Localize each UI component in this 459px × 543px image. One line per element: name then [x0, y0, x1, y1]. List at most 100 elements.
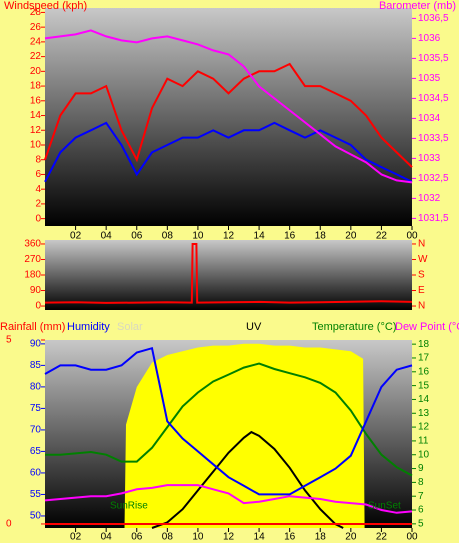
y-tick-label: 14 [30, 110, 42, 121]
y2-tick-label: 1032,5 [418, 173, 449, 184]
y-tick-label: 75 [30, 403, 42, 414]
y2-tick-label: S [418, 270, 425, 281]
axis-title: Dew Point (°C) [395, 321, 459, 333]
axis-title: Solar [117, 321, 143, 333]
y-tick-label: 26 [30, 22, 42, 33]
series-line [44, 346, 413, 496]
y-tick-label: 0 [35, 301, 41, 312]
y-tick-label: 55 [30, 489, 42, 500]
y-tick-label: 65 [30, 446, 42, 457]
y2-tick-label: 7 [418, 491, 424, 502]
y-tick-label: 6 [35, 169, 41, 180]
y2-tick-label: 17 [418, 353, 430, 364]
x-tick-label: 08 [162, 231, 174, 242]
y2-tick-label: 9 [418, 463, 424, 474]
y-tick-label: 360 [24, 239, 41, 250]
axis-title: Barometer (mb) [379, 0, 456, 12]
y-tick-label: 180 [24, 270, 41, 281]
x-tick-label: 18 [315, 231, 327, 242]
panel-wind [45, 8, 412, 226]
y2-tick-label: 18 [418, 339, 430, 350]
x-tick-label: 04 [101, 532, 113, 543]
solar-area [124, 343, 365, 528]
y2-tick-label: 14 [418, 394, 430, 405]
axis-title: Humidity [67, 321, 110, 333]
series-line [44, 484, 413, 514]
y2-tick-label: 16 [418, 366, 430, 377]
y2-tick-label: 1036 [418, 33, 441, 44]
y2-tick-label: 12 [418, 422, 430, 433]
y2-tick-label: N [418, 239, 425, 250]
x-tick-label: 18 [315, 532, 327, 543]
x-tick-label: 14 [254, 532, 266, 543]
panel-direction [45, 240, 412, 310]
y2-tick-label: 1033 [418, 153, 441, 164]
series-line [44, 243, 413, 304]
x-tick-label: 04 [101, 231, 113, 242]
y3-tick-label: 0 [6, 519, 12, 530]
axis-title: Rainfall (mm) [0, 321, 65, 333]
x-tick-label: 10 [192, 532, 204, 543]
x-tick-label: 10 [192, 231, 204, 242]
axis-title: Temperature (°C) [312, 321, 396, 333]
y-tick-label: 28 [30, 7, 42, 18]
y-tick-label: 4 [35, 184, 41, 195]
series-line [44, 29, 413, 184]
y2-tick-label: E [418, 285, 425, 296]
y2-tick-label: 1034 [418, 113, 441, 124]
x-tick-label: 16 [284, 532, 296, 543]
y2-tick-label: 1033,5 [418, 133, 449, 144]
axis-title: UV [246, 321, 262, 333]
axis-title: Windspeed (kph) [4, 0, 87, 12]
y-tick-label: 22 [30, 51, 42, 62]
x-tick-label: 12 [223, 532, 235, 543]
x-tick-label: 02 [70, 231, 82, 242]
series-line [151, 430, 344, 529]
x-tick-label: 00 [406, 532, 418, 543]
y-tick-label: 90 [30, 339, 42, 350]
series-line [44, 62, 413, 168]
y-tick-label: 0 [35, 213, 41, 224]
y-tick-label: 10 [30, 140, 42, 151]
y2-tick-label: 10 [418, 449, 430, 460]
y-tick-label: 12 [30, 125, 42, 136]
y2-tick-label: 1036,5 [418, 13, 449, 24]
y2-tick-label: 1035,5 [418, 53, 449, 64]
series-line [45, 362, 413, 477]
x-tick-label: 20 [345, 532, 357, 543]
y2-tick-label: N [418, 301, 425, 312]
y-tick-label: 18 [30, 81, 42, 92]
series-line [44, 121, 413, 183]
y3-tick-label: 5 [6, 335, 12, 346]
annotation: SunSet [368, 501, 401, 512]
x-tick-label: 02 [70, 532, 82, 543]
y-tick-label: 8 [35, 154, 41, 165]
y-tick-label: 270 [24, 254, 41, 265]
x-tick-label: 08 [162, 532, 174, 543]
x-tick-label: 00 [406, 231, 418, 242]
x-tick-label: 16 [284, 231, 296, 242]
y2-tick-label: W [418, 254, 428, 265]
y2-tick-label: 5 [418, 518, 424, 529]
y-tick-label: 24 [30, 37, 42, 48]
x-tick-label: 22 [376, 231, 388, 242]
y-tick-label: 90 [30, 285, 42, 296]
y-tick-label: 16 [30, 95, 42, 106]
x-tick-label: 06 [131, 532, 143, 543]
y2-tick-label: 11 [418, 436, 429, 447]
y2-tick-label: 15 [418, 380, 430, 391]
y2-tick-label: 1034,5 [418, 93, 449, 104]
y-tick-label: 80 [30, 382, 42, 393]
x-tick-label: 12 [223, 231, 235, 242]
x-tick-label: 06 [131, 231, 143, 242]
y2-tick-label: 1032 [418, 193, 441, 204]
x-tick-label: 20 [345, 231, 357, 242]
y-tick-label: 50 [30, 511, 42, 522]
y2-tick-label: 13 [418, 408, 430, 419]
y2-tick-label: 6 [418, 505, 424, 516]
y2-tick-label: 1035 [418, 73, 441, 84]
y-tick-label: 70 [30, 425, 42, 436]
y-tick-label: 2 [35, 199, 41, 210]
y2-tick-label: 1031,5 [418, 213, 449, 224]
